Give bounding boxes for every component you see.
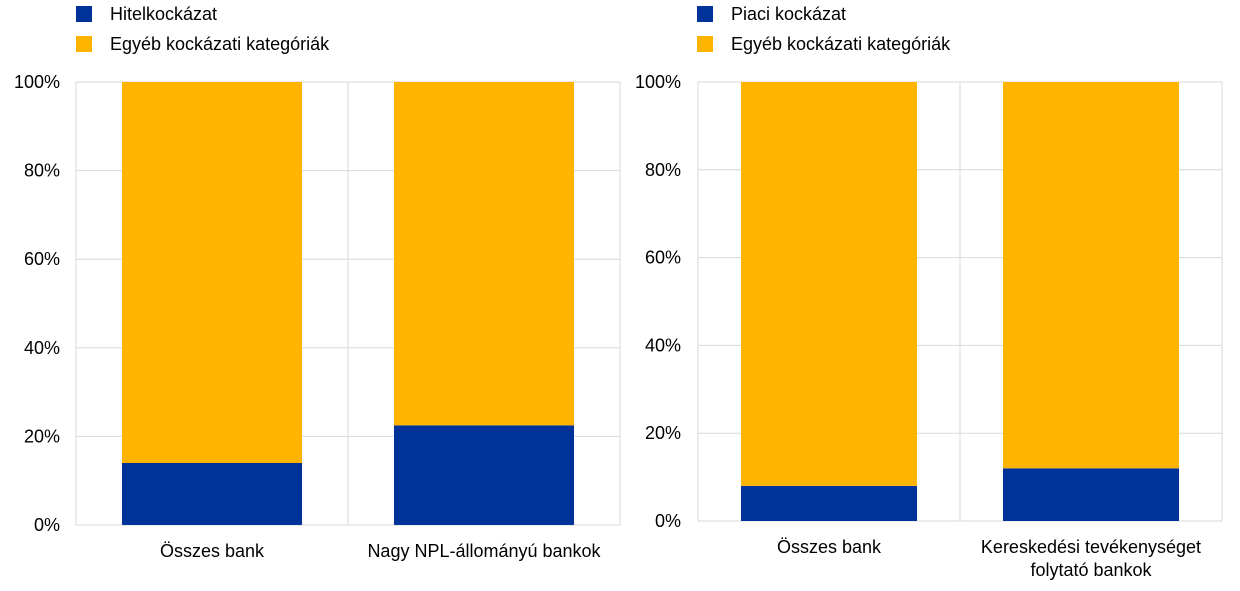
bar-other-risk xyxy=(741,82,917,486)
bar-other-risk xyxy=(394,82,574,426)
legend-swatch xyxy=(697,6,713,22)
chart-panel-left: 0% 20% 40% 60% 80% 100% Összes bank Nagy NPL-ál… xyxy=(14,4,621,561)
y-tick-label: 80% xyxy=(24,161,60,181)
x-category-label: Összes bank xyxy=(777,537,882,557)
legend-label: Egyéb kockázati kategóriák xyxy=(731,34,951,54)
y-tick-label: 100% xyxy=(14,72,60,92)
bar-other-risk xyxy=(1003,82,1179,469)
y-tick-label: 0% xyxy=(655,511,681,531)
x-category-label: Nagy NPL-állományú bankok xyxy=(367,541,601,561)
y-tick-label: 20% xyxy=(645,423,681,443)
y-tick-label: 40% xyxy=(645,335,681,355)
y-tick-label: 60% xyxy=(645,248,681,268)
x-category-label: Kereskedési tevékenységet xyxy=(981,537,1201,557)
y-tick-label: 100% xyxy=(635,72,681,92)
legend-label: Egyéb kockázati kategóriák xyxy=(110,34,330,54)
x-category-label: folytató bankok xyxy=(1030,560,1152,580)
legend-swatch xyxy=(697,36,713,52)
y-tick-label: 0% xyxy=(34,515,60,535)
y-tick-label: 40% xyxy=(24,338,60,358)
legend-label: Hitelkockázat xyxy=(110,4,217,24)
legend-swatch xyxy=(76,6,92,22)
x-category-label: Összes bank xyxy=(160,541,265,561)
bar-primary-risk xyxy=(394,425,574,525)
bar-primary-risk xyxy=(741,485,917,521)
y-tick-label: 20% xyxy=(24,426,60,446)
bar-primary-risk xyxy=(1003,468,1179,521)
chart-panel-right: 0% 20% 40% 60% 80% 100% Összes bank Kereskedési… xyxy=(635,4,1223,580)
legend-label: Piaci kockázat xyxy=(731,4,846,24)
bar-primary-risk xyxy=(122,462,302,525)
legend-swatch xyxy=(76,36,92,52)
bar-other-risk xyxy=(122,82,302,463)
y-tick-label: 60% xyxy=(24,249,60,269)
y-tick-label: 80% xyxy=(645,160,681,180)
